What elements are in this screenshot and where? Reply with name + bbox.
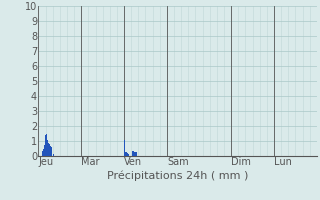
Bar — [124, 140, 125, 156]
Bar — [46, 134, 47, 156]
Bar — [128, 154, 129, 156]
Bar — [44, 145, 45, 156]
Bar — [49, 144, 50, 156]
Bar — [50, 146, 51, 156]
Bar — [48, 142, 49, 156]
Bar — [51, 147, 52, 156]
Bar — [47, 140, 48, 156]
Bar — [42, 151, 43, 156]
Bar — [126, 152, 127, 156]
Bar — [132, 151, 133, 156]
X-axis label: Précipitations 24h ( mm ): Précipitations 24h ( mm ) — [107, 170, 248, 181]
Bar — [135, 152, 136, 156]
Bar — [45, 128, 46, 156]
Bar — [43, 148, 44, 156]
Bar — [127, 153, 128, 156]
Bar — [133, 151, 134, 156]
Bar — [134, 152, 135, 156]
Bar — [125, 152, 126, 156]
Bar — [137, 152, 138, 156]
Bar — [136, 152, 137, 156]
